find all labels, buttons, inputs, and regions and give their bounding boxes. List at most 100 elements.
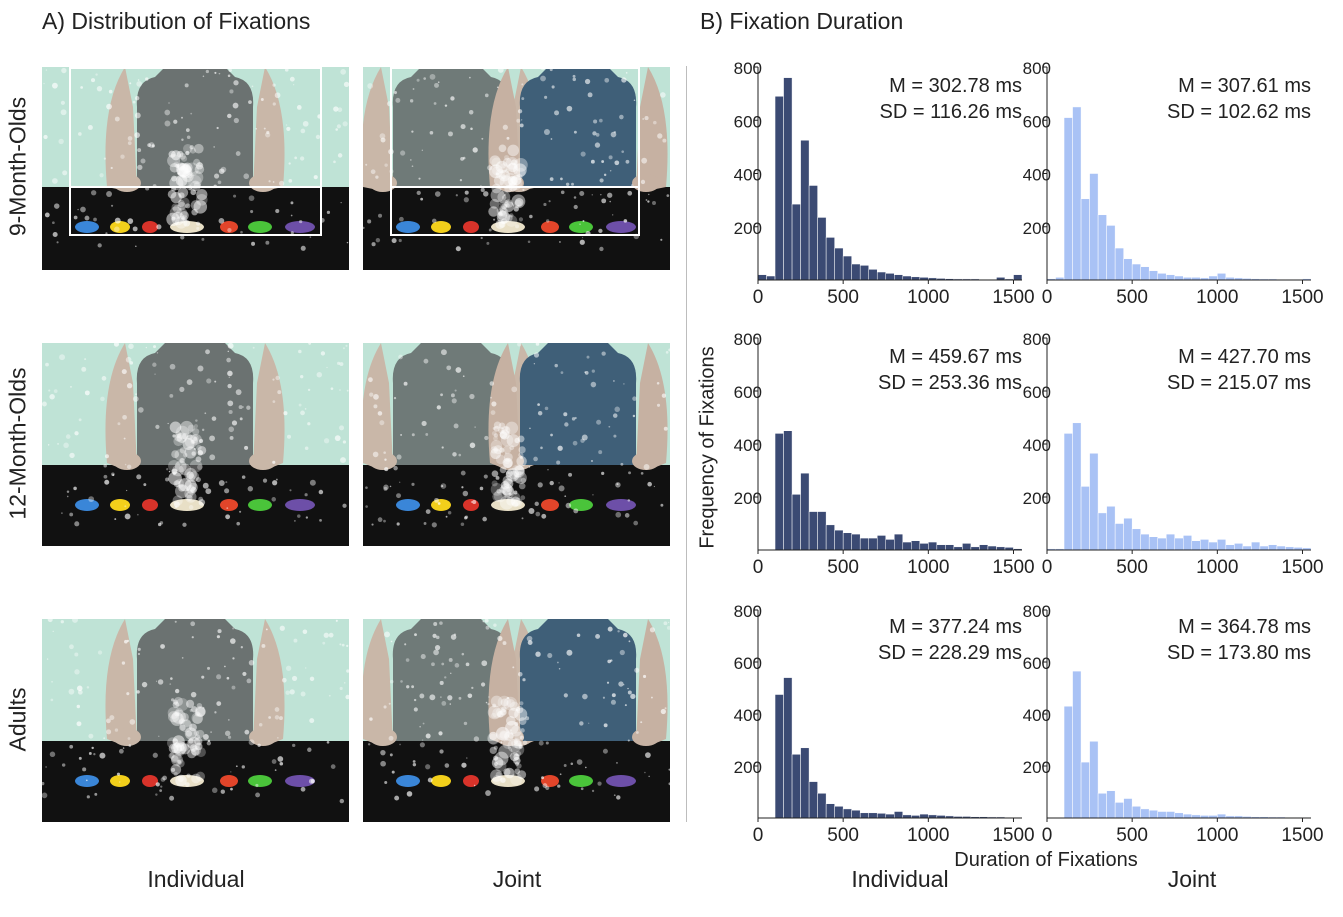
toy: [285, 775, 315, 787]
histogram-bar: [859, 265, 869, 281]
x-tick-label: 0: [1042, 825, 1053, 846]
histogram-bar: [868, 537, 878, 551]
toy: [491, 775, 525, 787]
histogram-bar: [825, 803, 835, 819]
y-tick-label: 200: [1023, 489, 1051, 508]
histogram-bar: [1208, 541, 1218, 551]
toy: [541, 775, 559, 787]
stat-mean: M = 377.24 ms: [889, 616, 1022, 638]
toy: [142, 775, 158, 787]
histogram-bar: [868, 812, 878, 819]
y-tick-label: 400: [1023, 436, 1051, 455]
toy: [285, 499, 315, 511]
histogram-bar: [851, 533, 861, 551]
histogram-bar: [1080, 198, 1090, 281]
histogram-bar: [766, 275, 776, 281]
hist-9m-individual: 200 400 600 800 0 500 1000 1500 M = 302.78 ms S…: [734, 59, 1035, 308]
panel-a-title: A) Distribution of Fixations: [42, 8, 311, 34]
histogram-bar: [1148, 536, 1158, 551]
histogram-bar: [885, 273, 895, 281]
y-tick-label: 200: [734, 219, 762, 238]
histogram-bar: [902, 275, 912, 281]
x-tick-label: 1500: [992, 557, 1034, 578]
toy: [431, 221, 451, 233]
histogram-bar: [1072, 422, 1082, 551]
histogram-bar: [1131, 806, 1141, 819]
histogram-bar: [1106, 790, 1116, 819]
x-tick-label: 0: [753, 287, 764, 308]
aoi-box-toys: [390, 186, 640, 236]
toy: [491, 499, 525, 511]
histogram-bar: [1089, 741, 1099, 819]
y-tick-label: 200: [1023, 219, 1051, 238]
histogram-bar: [774, 694, 784, 819]
toy: [142, 499, 158, 511]
histogram-bar: [987, 545, 997, 551]
col-label-a-joint: Joint: [492, 866, 542, 892]
y-tick-label: 600: [734, 654, 762, 673]
histogram-bar: [876, 535, 886, 551]
toy: [606, 221, 636, 233]
histogram-bar: [1131, 263, 1141, 281]
histogram-bar: [791, 494, 801, 551]
histogram-bar: [791, 203, 801, 281]
histogram-bar: [825, 237, 835, 281]
x-tick-label: 0: [1042, 557, 1053, 578]
toy: [463, 221, 479, 233]
row-label-12-month: 12-Month-Olds: [4, 367, 31, 520]
histogram-bar: [1114, 802, 1124, 819]
x-tick-label: 1000: [1196, 825, 1238, 846]
person: [105, 343, 285, 470]
histogram-bar: [936, 544, 946, 551]
stat-mean: M = 307.61 ms: [1178, 75, 1311, 97]
x-tick-label: 1500: [1281, 557, 1323, 578]
histogram-bar: [757, 274, 767, 281]
toy: [569, 221, 593, 233]
histogram-bar: [1259, 545, 1269, 551]
col-label-b-joint: Joint: [1167, 866, 1217, 892]
row-label-9-month: 9-Month-Olds: [4, 96, 31, 237]
histogram-bar: [868, 269, 878, 281]
toy: [248, 775, 272, 787]
y-tick-label: 200: [734, 489, 762, 508]
histogram-bar: [817, 217, 827, 281]
histogram-bar: [1165, 811, 1175, 819]
panel-divider: [686, 66, 687, 822]
hist-adults-individual: 200 400 600 800 0 500 1000 1500 M = 377.24 ms S…: [734, 602, 1035, 846]
histogram-bar: [842, 255, 852, 281]
x-tick-label: 500: [827, 557, 859, 578]
stat-sd: SD = 215.07 ms: [1167, 372, 1311, 394]
histogram-bar: [894, 811, 904, 819]
stat-mean: M = 302.78 ms: [889, 75, 1022, 97]
histogram-bar: [842, 808, 852, 819]
toy: [569, 499, 593, 511]
aoi-box-toys: [69, 186, 322, 236]
histogram-bar: [1242, 545, 1252, 551]
stat-sd: SD = 102.62 ms: [1167, 101, 1311, 123]
histogram-bar: [1140, 266, 1150, 281]
toy: [541, 499, 559, 511]
histogram-bar: [1251, 541, 1261, 551]
histogram-bar: [1097, 793, 1107, 819]
toy: [491, 221, 525, 233]
toy: [431, 775, 451, 787]
histogram-bar: [911, 540, 921, 551]
histogram-bar: [834, 247, 844, 281]
histogram-bar: [817, 511, 827, 551]
y-tick-label: 600: [734, 383, 762, 402]
x-tick-label: 1500: [992, 287, 1034, 308]
histogram-bar: [1114, 247, 1124, 281]
person: [105, 619, 285, 746]
x-tick-label: 0: [753, 825, 764, 846]
histogram-bar: [859, 537, 869, 551]
histogram-bar: [894, 274, 904, 281]
histogram-bar: [1208, 275, 1218, 281]
person: [488, 343, 668, 470]
histogram-bar: [928, 541, 938, 551]
toy: [75, 221, 99, 233]
toy: [248, 221, 272, 233]
histogram-bar: [1217, 539, 1227, 551]
histogram-bar: [859, 812, 869, 819]
histogram-bar: [1140, 533, 1150, 551]
photo-adults-individual: [42, 619, 349, 822]
